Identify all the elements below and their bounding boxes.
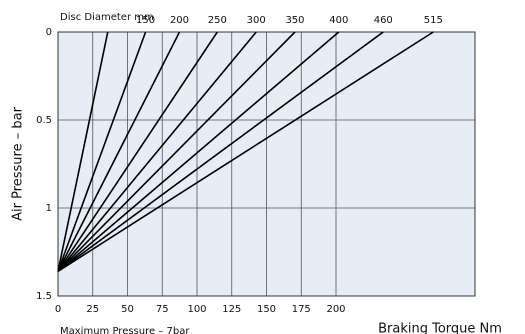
x-axis-label: Braking Torque Nm <box>378 322 502 334</box>
y-tick-label: 1.5 <box>36 291 52 302</box>
series-label: 250 <box>208 15 227 26</box>
y-axis-label: Air Pressure – bar <box>11 106 26 220</box>
series-label: 150 <box>136 15 155 26</box>
series-line <box>57 31 181 272</box>
x-tick-label: 150 <box>257 304 276 315</box>
y-tick-label: 1 <box>46 203 52 214</box>
series-label: 200 <box>170 15 189 26</box>
x-tick-label: 125 <box>222 304 241 315</box>
series-label: 460 <box>374 15 393 26</box>
x-tick-label: 75 <box>156 304 169 315</box>
series-line <box>57 31 218 272</box>
x-tick-label: 25 <box>86 304 99 315</box>
series-label: 300 <box>247 15 266 26</box>
series-label: 400 <box>329 15 348 26</box>
x-tick-label: 0 <box>55 304 61 315</box>
x-tick-label: 100 <box>187 304 206 315</box>
series-label: 350 <box>285 15 304 26</box>
series-line <box>57 31 434 273</box>
plot-frame <box>57 31 476 297</box>
series-line <box>57 31 384 273</box>
series-line <box>57 31 257 272</box>
x-tick-label: 200 <box>326 304 345 315</box>
note: Maximum Pressure – 7bar <box>60 326 190 334</box>
y-tick-label: 0.5 <box>36 115 52 126</box>
series-label: 515 <box>424 15 443 26</box>
series-line <box>57 31 340 272</box>
series-line <box>57 31 109 272</box>
series-line <box>57 31 147 272</box>
y-tick-label: 0 <box>46 27 52 38</box>
x-tick-label: 50 <box>121 304 134 315</box>
x-tick-label: 175 <box>292 304 311 315</box>
chart-title: Disc Diameter mm <box>60 12 154 23</box>
series-line <box>57 31 296 272</box>
